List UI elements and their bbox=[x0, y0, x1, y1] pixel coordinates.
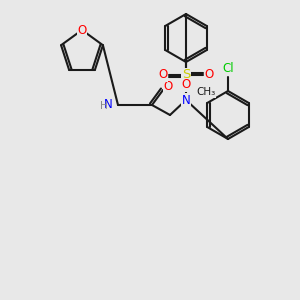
Text: O: O bbox=[164, 80, 172, 94]
Text: S: S bbox=[182, 68, 190, 82]
Text: Cl: Cl bbox=[222, 62, 234, 76]
Text: O: O bbox=[204, 68, 214, 82]
Text: CH₃: CH₃ bbox=[196, 87, 215, 97]
Text: O: O bbox=[77, 23, 87, 37]
Text: N: N bbox=[182, 94, 190, 106]
Text: N: N bbox=[104, 98, 113, 112]
Text: O: O bbox=[182, 79, 190, 92]
Text: O: O bbox=[158, 68, 168, 82]
Text: H: H bbox=[100, 101, 108, 111]
